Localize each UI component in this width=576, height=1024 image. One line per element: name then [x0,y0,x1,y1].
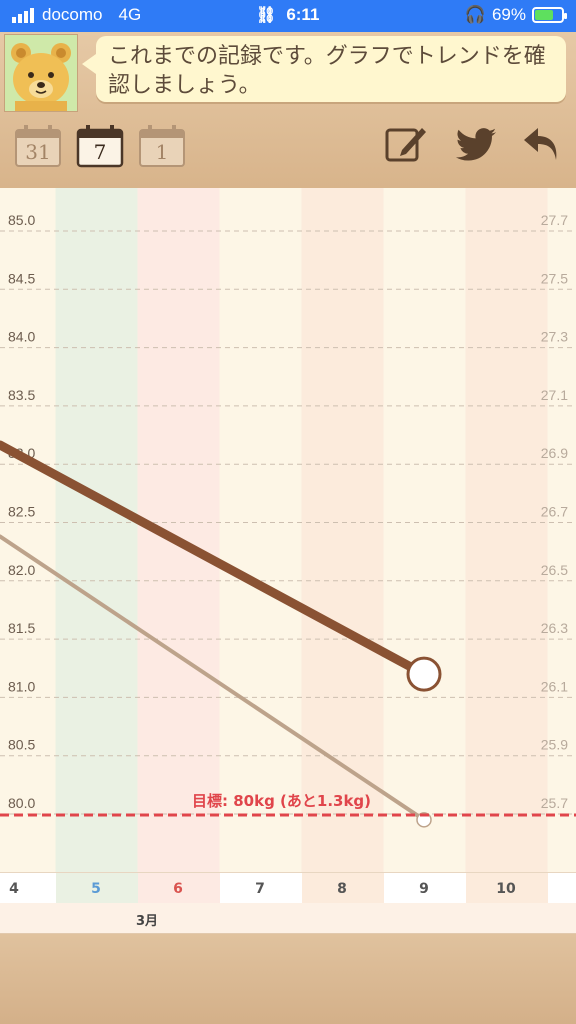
y-left-tick: 84.5 [8,270,35,286]
y-left-tick: 82.5 [8,504,35,520]
time-label: 6:11 [286,5,320,24]
x-axis-band [137,873,220,903]
x-tick-label: 10 [496,881,516,897]
day-column-band [465,188,548,872]
battery-icon [532,7,567,23]
x-axis-band [55,873,138,903]
period-7-button[interactable]: 7 [76,124,124,168]
day-column-band [0,188,56,872]
chart-svg: 85.084.584.083.583.082.582.081.581.080.5… [0,188,576,872]
headphones-icon: 🎧 [464,5,486,24]
y-right-tick: 27.7 [541,212,568,228]
y-right-tick: 26.7 [541,504,568,520]
message-text: これまでの記録です。グラフでトレンドを確認しましょう。 [108,44,546,98]
x-axis-band [301,873,384,903]
day-column-band [301,188,384,872]
x-tick-label: 9 [419,881,429,897]
y-right-tick: 25.7 [541,795,568,811]
day-column-band [55,188,138,872]
y-right-tick: 26.3 [541,620,568,636]
x-tick-label: 6 [173,881,183,897]
x-axis: 4 5 6 7 8 9 10 [0,872,576,904]
carrier-label: docomo [42,5,103,24]
x-tick-label: 7 [255,881,265,897]
header: これまでの記録です。グラフでトレンドを確認しましょう。 31 7 1 [0,32,576,188]
bmi-series-line [0,534,426,822]
period-31-label: 31 [25,140,51,164]
weight-data-point[interactable] [406,656,442,692]
y-right-tick: 26.1 [541,678,568,694]
period-1-button[interactable]: 1 [138,124,186,168]
signal-icon [12,7,34,23]
x-axis-band [219,873,302,903]
twitter-icon[interactable] [454,122,498,166]
period-7-label: 7 [93,140,107,164]
edit-icon[interactable] [384,122,428,166]
y-right-tick: 25.9 [541,737,568,753]
month-label: 3月 [136,914,159,929]
y-right-tick: 27.3 [541,329,568,345]
status-bar: docomo 4G ⛓ 6:11 🎧 69% [0,0,576,32]
y-right-tick: 26.5 [541,562,568,578]
goal-label: 目標: 80kg (あと1.3kg) [192,792,371,810]
period-1-label: 1 [155,140,169,164]
y-left-tick: 80.5 [8,737,35,753]
x-axis-band [465,873,548,903]
bottom-panel [0,934,576,1024]
period-31-button[interactable]: 31 [14,124,62,168]
weight-chart[interactable]: 85.084.584.083.583.082.582.081.581.080.5… [0,188,576,872]
y-left-tick: 80.0 [8,795,35,811]
y-left-tick: 82.0 [8,562,35,578]
day-column-band [383,188,466,872]
network-label: 4G [118,5,142,24]
y-left-tick: 83.5 [8,387,35,403]
y-right-tick: 26.9 [541,445,568,461]
x-axis-band [0,873,56,903]
weight-series-line [0,440,429,679]
y-left-tick: 81.5 [8,620,35,636]
back-icon[interactable] [520,122,564,166]
bear-avatar [4,34,78,112]
y-left-tick: 84.0 [8,329,35,345]
link-icon: ⛓ [256,7,277,24]
y-right-tick: 27.1 [541,387,568,403]
y-left-tick: 81.0 [8,678,35,694]
month-row: 3月 [0,903,576,934]
y-right-tick: 27.5 [541,270,568,286]
battery-percent: 69% [491,5,526,24]
x-tick-label: 4 [9,881,19,897]
message-bubble: これまでの記録です。グラフでトレンドを確認しましょう。 [82,36,566,102]
y-left-tick: 85.0 [8,212,35,228]
x-axis-band [383,873,466,903]
x-tick-label: 8 [337,881,347,897]
x-tick-label: 5 [91,881,101,897]
day-column-band [219,188,302,872]
